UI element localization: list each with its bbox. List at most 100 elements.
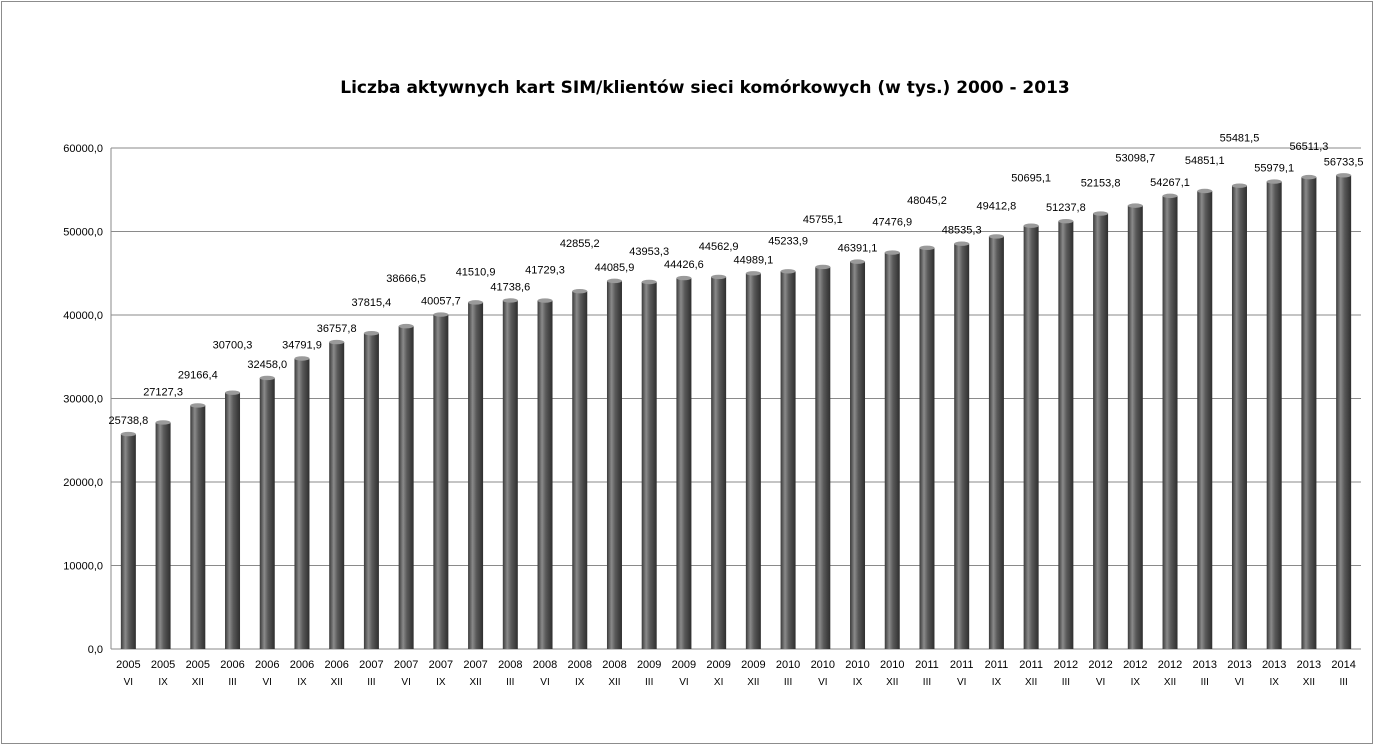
bar-top xyxy=(988,234,1004,239)
data-label: 36757,8 xyxy=(317,323,357,335)
x-tick-year: 2010 xyxy=(776,659,800,671)
data-label: 56733,5 xyxy=(1324,156,1364,168)
data-label: 40057,7 xyxy=(421,296,461,308)
bar xyxy=(502,300,518,649)
bar xyxy=(155,422,171,649)
bar-top xyxy=(1197,188,1213,194)
x-tick-year: 2012 xyxy=(1123,659,1147,671)
data-labels: 25738,8 27127,3 29166,4 30700,3 32458,0 34791… xyxy=(108,133,1363,427)
x-tick-year: 2013 xyxy=(1262,659,1286,671)
x-tick-year: 2012 xyxy=(1054,659,1078,671)
y-tick-label: 20000,0 xyxy=(63,477,103,489)
bar-top xyxy=(1127,203,1143,208)
data-label: 29166,4 xyxy=(178,369,218,381)
bar xyxy=(815,266,831,649)
data-label: 25738,8 xyxy=(108,415,148,427)
x-tick-year: 2007 xyxy=(394,659,418,671)
x-tick-year: 2008 xyxy=(602,659,626,671)
bar-top xyxy=(711,274,727,280)
data-label: 48535,3 xyxy=(942,225,982,237)
bar xyxy=(711,276,727,649)
x-tick-period: IX xyxy=(575,677,585,688)
x-tick-period: III xyxy=(1062,677,1070,688)
bar-top xyxy=(329,339,345,345)
x-tick-period: IX xyxy=(158,677,168,688)
bar xyxy=(1336,175,1352,649)
bar-top xyxy=(259,375,275,381)
bar xyxy=(1231,185,1247,649)
y-tick-label: 0,0 xyxy=(88,644,103,656)
x-tick-period: VI xyxy=(957,677,966,688)
bar-top xyxy=(641,279,657,285)
bar-top xyxy=(1231,183,1247,188)
x-tick-year: 2013 xyxy=(1297,659,1321,671)
data-label: 41738,6 xyxy=(490,281,530,293)
x-tick-period: IX xyxy=(853,677,863,688)
bar xyxy=(1266,181,1282,649)
y-tick-label: 60000,0 xyxy=(63,143,103,155)
x-tick-year: 2007 xyxy=(429,659,453,671)
bar xyxy=(745,273,761,649)
data-label: 54851,1 xyxy=(1185,155,1225,167)
data-label: 49412,8 xyxy=(977,200,1017,212)
bar xyxy=(398,326,414,649)
bar-top xyxy=(1162,193,1178,199)
x-tick-period: VI xyxy=(263,677,272,688)
x-tick-period: XII xyxy=(608,677,620,688)
x-tick-period: XI xyxy=(714,677,723,688)
bar-top xyxy=(919,245,935,251)
bar-top xyxy=(433,312,449,317)
bar-top xyxy=(1058,218,1074,224)
bar xyxy=(225,392,241,649)
bar xyxy=(1197,190,1213,649)
x-tick-year: 2009 xyxy=(741,659,765,671)
bar xyxy=(919,247,935,650)
x-tick-period: III xyxy=(1339,677,1347,688)
bar xyxy=(572,291,588,649)
data-label: 52153,8 xyxy=(1081,178,1121,190)
bar xyxy=(294,358,310,649)
x-tick-year: 2009 xyxy=(672,659,696,671)
bar xyxy=(1127,205,1143,649)
x-tick-period: XII xyxy=(192,677,204,688)
x-tick-year: 2009 xyxy=(706,659,730,671)
x-tick-period: VI xyxy=(540,677,549,688)
bar-top xyxy=(1266,179,1282,184)
x-tick-period: XII xyxy=(469,677,481,688)
bar-top xyxy=(1023,223,1039,228)
bar xyxy=(641,281,657,649)
x-tick-year: 2013 xyxy=(1227,659,1251,671)
x-tick-year: 2007 xyxy=(359,659,383,671)
data-label: 44562,9 xyxy=(699,241,739,253)
data-label: 47476,9 xyxy=(872,217,912,229)
x-tick-year: 2006 xyxy=(324,659,348,671)
gridlines xyxy=(110,147,1361,650)
x-tick-period: IX xyxy=(1269,677,1279,688)
data-label: 27127,3 xyxy=(143,386,183,398)
bar-top xyxy=(468,300,484,305)
x-tick-period: IX xyxy=(1131,677,1141,688)
x-axis-tick-labels: 2005 VI 2005 IX 2005 XII 2006 III 2006 VI 2006 IX 20… xyxy=(116,659,1356,688)
y-tick-label: 30000,0 xyxy=(63,394,103,406)
bar xyxy=(1301,177,1317,649)
data-label: 32458,0 xyxy=(247,359,287,371)
x-tick-period: III xyxy=(506,677,514,688)
x-tick-year: 2008 xyxy=(533,659,557,671)
bar-top xyxy=(120,431,136,437)
x-tick-period: VI xyxy=(679,677,688,688)
bar xyxy=(676,278,692,649)
x-tick-year: 2007 xyxy=(463,659,487,671)
x-tick-period: VI xyxy=(401,677,410,688)
data-label: 50695,1 xyxy=(1011,173,1051,185)
bar-top xyxy=(294,356,310,361)
bar xyxy=(1093,213,1109,650)
bar xyxy=(606,280,622,649)
x-tick-year: 2005 xyxy=(151,659,175,671)
data-label: 54267,1 xyxy=(1150,177,1190,189)
bar-top xyxy=(1336,173,1352,178)
x-tick-period: III xyxy=(645,677,653,688)
bar-top xyxy=(572,288,588,294)
data-label: 46391,1 xyxy=(838,243,878,255)
bar-top xyxy=(1093,211,1109,216)
